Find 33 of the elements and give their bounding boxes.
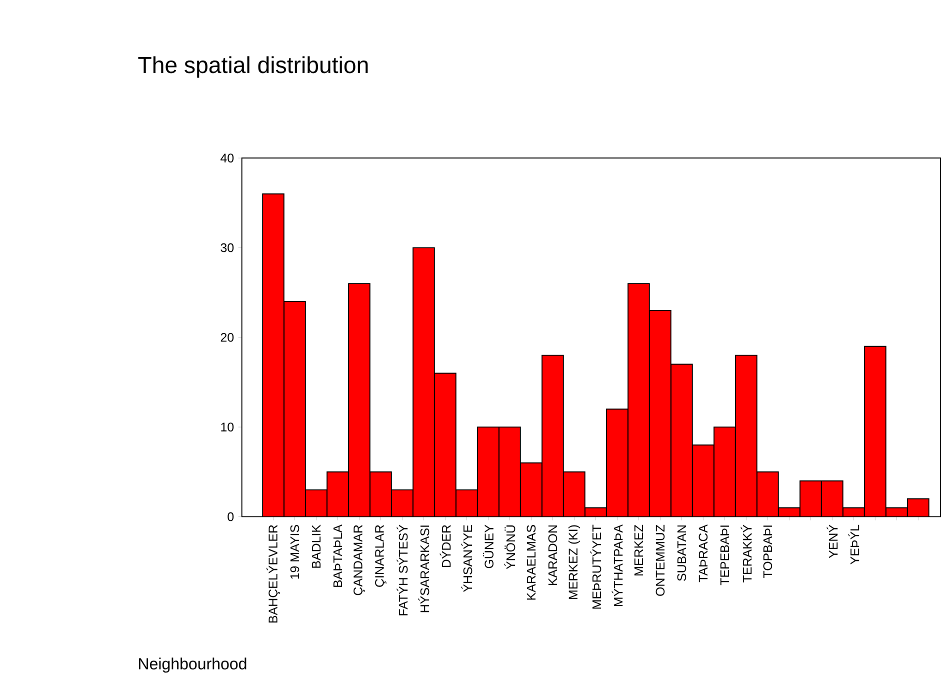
x-tick-label: FATÝH SÝTESÝ: [396, 524, 408, 616]
y-tick-label: 0: [228, 512, 234, 522]
x-tick-label: KARADON: [548, 526, 558, 586]
x-tick-label: MERKEZ: [634, 524, 643, 576]
x-tick-label: ONTEMMUZ: [656, 524, 665, 596]
y-tick-label: 20: [220, 333, 234, 342]
x-tick-label: ÝNÖNÜ: [504, 525, 516, 570]
x-tick-label: BAÞTAÞLA: [333, 524, 342, 587]
x-tick-label: TAÞRACA: [698, 524, 708, 582]
x-tick-label: KARAELMAS: [526, 525, 536, 600]
x-tick-label: MÝTHATPAÞA: [612, 524, 623, 606]
x-tick-label: YENÝ: [826, 524, 838, 558]
x-tick-label: 19 MAYIS: [290, 525, 300, 579]
x-axis-title: Neighbourhood: [139, 658, 246, 673]
x-tick-label: BADLIK: [312, 524, 321, 568]
x-tick-label: HÝSARARKASI: [418, 526, 430, 612]
x-tick-label: SUBATAN: [677, 526, 686, 581]
chart-title: The spatial distribution: [138, 56, 368, 78]
x-tick-label: ÇANDAMAR: [354, 525, 365, 596]
x-tick-label: TOPBAÞI: [763, 526, 772, 578]
y-tick-label: 40: [220, 154, 234, 163]
x-tick-label: TEPEBAÞI: [720, 526, 729, 586]
x-tick-label: TERAKKÝ: [740, 524, 752, 582]
x-tick-label: ÝHSANÝYE: [461, 525, 472, 592]
x-tick-label: GÜNEY: [482, 524, 494, 568]
x-tick-label: BAHÇELÝEVLER: [266, 525, 280, 623]
y-tick-label: 10: [221, 422, 234, 432]
y-tick-label: 30: [220, 243, 234, 252]
x-tick-label: YEÞÝL: [848, 524, 860, 564]
x-tick-label: MEÞRUTÝYET: [590, 524, 602, 609]
x-tick-label: MERKEZ (KI): [568, 525, 580, 599]
x-tick-label: ÇINARLAR: [375, 525, 386, 587]
x-tick-label: DÝDER: [440, 525, 451, 568]
